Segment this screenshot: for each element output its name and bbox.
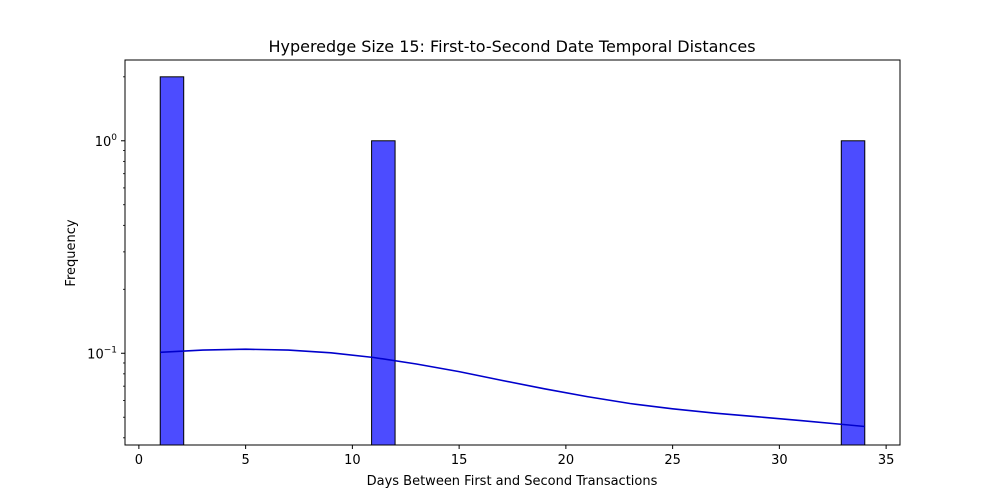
- x-tick-label: 30: [771, 453, 788, 468]
- kde-line: [160, 348, 865, 428]
- x-tick-label: 0: [135, 453, 143, 468]
- y-tick-label: 100: [95, 133, 118, 150]
- axes-frame: [124, 59, 901, 446]
- y-tick-label: 10−1: [87, 345, 117, 362]
- histogram-bar: [371, 140, 396, 446]
- histogram-bar: [840, 140, 866, 446]
- chart-title: Hyperedge Size 15: First-to-Second Date …: [268, 37, 755, 56]
- y-axis-label: Frequency: [64, 219, 79, 286]
- x-tick-label: 20: [558, 453, 575, 468]
- x-axis-label: Days Between First and Second Transactio…: [367, 474, 658, 489]
- histogram-bar: [159, 76, 185, 446]
- x-tick-label: 35: [878, 453, 895, 468]
- y-axis: 10−1 100: [87, 76, 125, 439]
- x-tick-label: 25: [664, 453, 681, 468]
- x-tick-label: 10: [344, 453, 361, 468]
- x-tick-label: 5: [241, 453, 249, 468]
- plot-area: [159, 76, 866, 446]
- x-tick-label: 15: [451, 453, 468, 468]
- x-axis: 0 5 10 15 20 25 30 35: [135, 445, 895, 468]
